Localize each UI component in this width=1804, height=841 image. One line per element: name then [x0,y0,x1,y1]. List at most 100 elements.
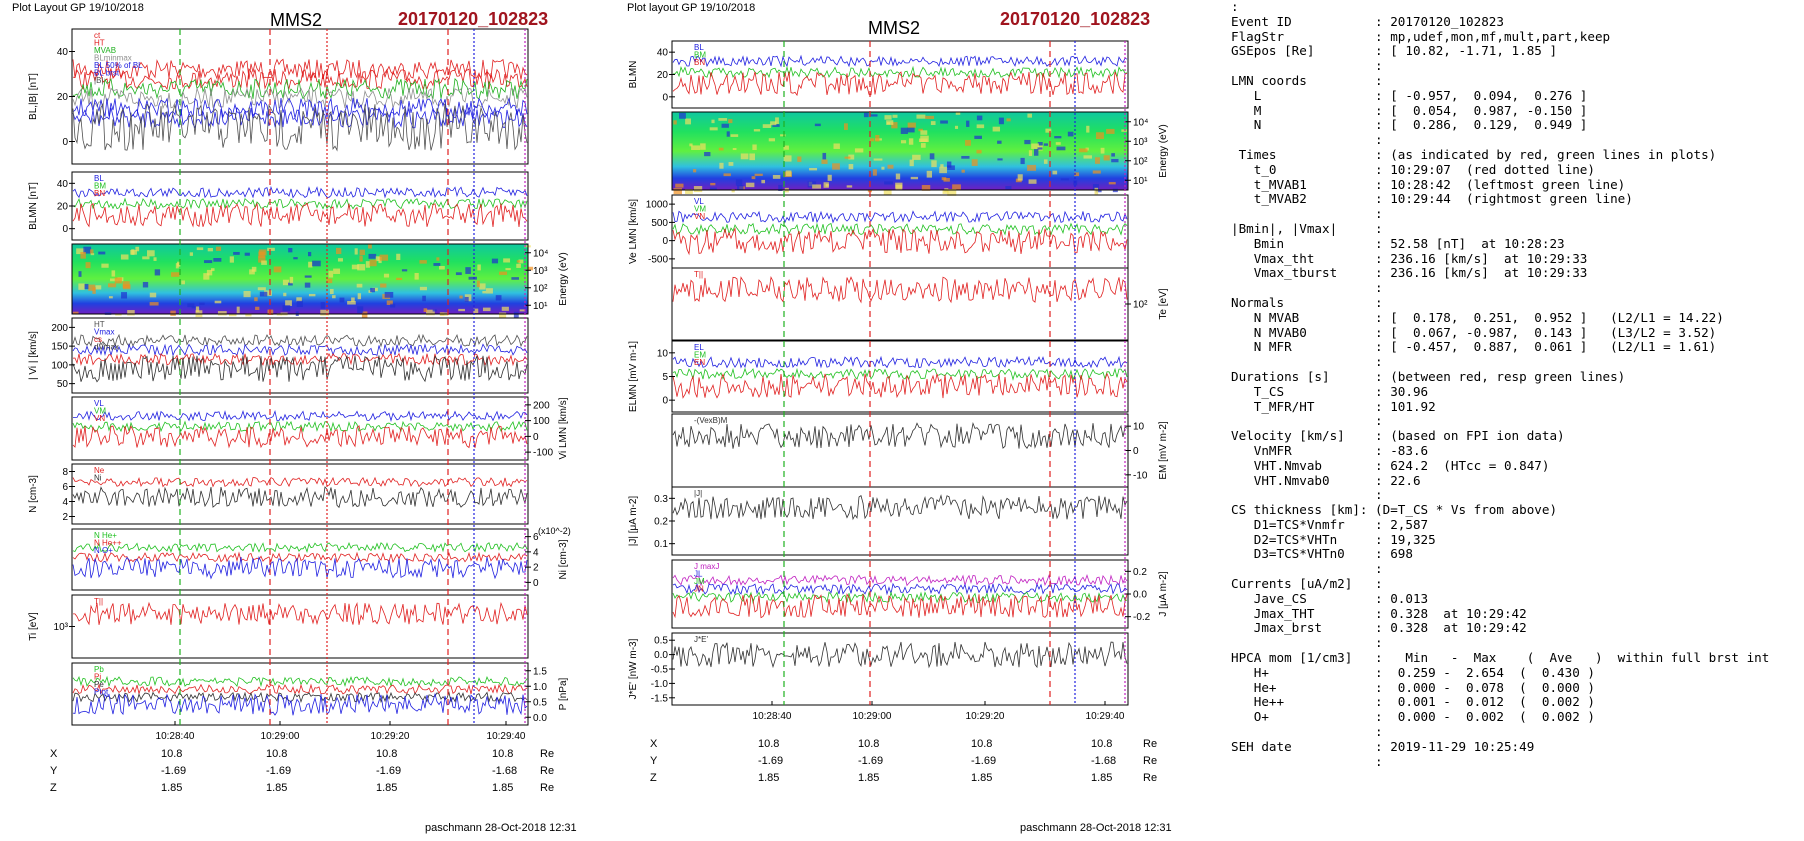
y-tick-label: 40 [57,47,69,58]
spectrogram-cell [146,250,155,257]
spectrogram-cell [1095,189,1102,193]
spectrogram-cell [966,120,970,127]
panel-j: 0.1 0.2 0.3 |J| [μA m-2] |J| [628,486,1129,556]
middle-event-id: 20170120_102823 [1000,9,1151,29]
legend-entry: EL [694,343,704,352]
y-tick-label: 0.5 [533,697,547,708]
series-line [72,87,528,110]
spectrogram-cell [335,247,342,255]
spectrogram-cell [762,124,772,128]
spectrogram-cell [689,143,693,147]
spectrogram-cell [920,135,929,142]
position-value: 1.85 [161,782,183,794]
spectrogram-cell [778,184,783,191]
spectrogram-cell [357,293,362,300]
y-tick-label: 0.0 [654,650,668,661]
spectrogram-cell [154,269,161,276]
spectrogram-cell [368,244,372,249]
spectrogram-cell [751,176,756,180]
legend-entry: |B| [94,76,104,85]
spectrogram-cell [477,264,481,271]
spectrogram-cell [726,131,730,137]
y-axis-label: J [μA m-2] [1158,571,1169,616]
y-tick-label: 0.0 [533,713,547,724]
spectrogram-cell [833,143,840,149]
y-tick-label: 0.3 [654,494,668,505]
spectrogram-cell [895,184,903,190]
legend-entry: dVmax [94,343,119,352]
position-value: 10.8 [161,748,183,760]
position-label: X [650,738,658,750]
spectrogram-cell [887,164,894,169]
spectrogram-cell [955,112,961,115]
spectrogram-cell [476,280,480,288]
spectrogram-cell [372,287,378,292]
spectrogram-cell [499,312,507,319]
panel-spec: 10¹ 10² 10³ 10⁴ Energy (eV) [671,111,1169,196]
y-axis-label: Energy (eV) [1158,124,1169,177]
spectrogram-cell [900,127,908,134]
spectrogram-cell [131,249,135,255]
series-line [73,601,528,626]
y-tick-label: -1.5 [651,693,669,704]
spectrogram-cell [723,173,731,177]
series-line [672,227,1128,256]
series-line [672,54,1128,68]
y-axis-label: P [nPa] [558,677,569,710]
spectrogram-cell [386,300,393,305]
spectrogram-cell [1067,131,1074,137]
spectrogram-cell [328,270,334,278]
y-tick-label: 6 [533,532,539,543]
spectrogram-cell [482,290,486,294]
spectrogram-cell [479,283,486,290]
spectrogram-cell [1092,184,1099,190]
position-value: 1.85 [492,782,514,794]
y-tick-label: 10¹ [1133,176,1148,187]
spectrogram-cell [203,273,210,280]
spectrogram-cell [210,268,215,272]
spectrogram-cell [768,138,776,142]
spectrogram-cell [329,288,334,295]
position-value: 10.8 [492,748,514,760]
left-title: MMS2 [270,10,323,30]
spectrogram-cell [886,122,891,125]
spectrogram-cell [931,160,937,168]
x-tick-label: 10:29:20 [966,711,1005,722]
spectrogram-cell [947,165,955,171]
y-tick-label: -0.5 [651,665,669,676]
spectrogram-cell [288,247,293,253]
y-axis-label: Energy (eV) [558,252,569,305]
y-tick-label: 0 [533,432,539,443]
legend-entry: -(VexB)M [694,416,728,425]
legend-entry: VM [94,407,106,416]
spectrogram-cell [359,255,363,262]
series-line [672,71,1128,97]
position-label: Y [50,765,58,777]
spectrogram-cell [90,249,94,254]
y-tick-label: -0.2 [1133,612,1151,623]
spectrogram-cell [267,247,275,251]
spectrogram-cell [1028,150,1033,156]
y-axis-label: Ni [cm-3] [558,539,569,579]
y-axis-label: Vi LMN [km/s] [558,397,569,459]
spectrogram-cell [495,295,502,301]
spectrogram-cell [423,308,428,312]
spectrogram-cell [78,271,82,277]
legend-entry: Vmax [94,328,114,337]
spectrogram-cell [251,266,257,272]
spectrogram-cell [254,297,258,302]
y-tick-label: 150 [51,342,68,353]
series-line [672,421,1128,450]
spectrogram-cell [1060,178,1069,181]
spectrogram-cell [339,297,345,303]
spectrogram-cell [215,246,222,251]
legend-entry: VN [694,212,705,221]
spectrogram-cell [946,161,952,168]
spectrogram-cell [1096,132,1104,140]
spectrogram-cell [920,130,928,135]
spectrogram-cell [1078,148,1088,153]
series-line [672,593,1128,619]
spectrogram-cell [848,164,854,170]
y-tick-label: 10² [1133,156,1148,167]
spectrogram-cell [505,268,511,271]
